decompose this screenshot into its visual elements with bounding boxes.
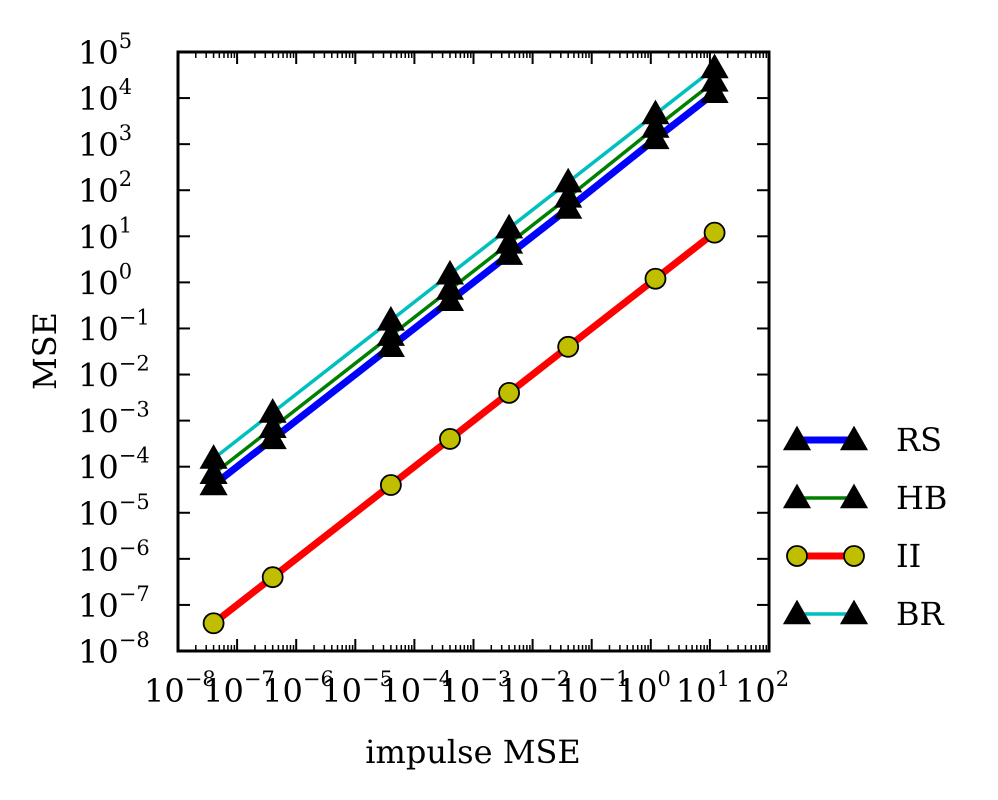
data-point-br — [641, 99, 670, 125]
series-markers — [199, 53, 729, 635]
y-tick-label: 102 — [78, 167, 132, 210]
data-point-hb — [495, 229, 524, 254]
legend-marker — [782, 599, 812, 625]
series-line-hb — [212, 80, 716, 476]
x-tick-label: 10−4 — [380, 667, 452, 710]
plot-area-frame — [176, 50, 771, 653]
plot-series — [199, 53, 729, 635]
legend-marker — [839, 599, 869, 625]
x-tick-label: 10−2 — [499, 667, 571, 710]
data-point-br — [554, 167, 583, 193]
y-tick-label: 103 — [78, 121, 132, 164]
legend-item-hb: HB — [782, 479, 947, 517]
y-tick-label: 10−1 — [78, 305, 150, 348]
legend-label: RS — [896, 421, 942, 459]
legend-item-rs: RS — [782, 421, 942, 459]
legend-label: II — [896, 537, 921, 575]
data-point-br — [495, 213, 524, 239]
series-line-ii — [211, 229, 717, 627]
y-tick-label: 100 — [78, 259, 132, 302]
data-point-hb — [700, 67, 729, 92]
y-tick-label: 10−4 — [78, 444, 150, 487]
x-tick-label: 10−1 — [558, 667, 630, 710]
y-tick-labels: 10−810−710−610−510−410−310−210−110010110… — [78, 29, 150, 671]
data-point-hb — [435, 275, 465, 300]
x-tick-label: 10−8 — [144, 667, 216, 710]
legend-label: BR — [896, 595, 945, 633]
y-axis-label: MSE — [26, 312, 64, 390]
y-tick-label: 104 — [78, 75, 132, 118]
legend-marker — [782, 483, 812, 509]
series-line-rs — [211, 90, 717, 488]
legend-marker — [843, 545, 865, 567]
data-point-br — [700, 53, 729, 79]
legend-marker — [839, 425, 869, 451]
legend-label: HB — [896, 479, 947, 517]
y-tick-label: 105 — [78, 29, 132, 72]
data-point-ii — [379, 474, 402, 496]
x-tick-label: 10−6 — [262, 667, 334, 710]
x-axis-label: impulse MSE — [365, 733, 580, 771]
data-point-hb — [641, 113, 670, 138]
legend-marker — [782, 425, 812, 451]
data-point-ii — [703, 221, 726, 244]
y-tick-label: 10−6 — [78, 536, 150, 579]
x-tick-label: 10−7 — [203, 667, 275, 710]
x-tick-label: 10−5 — [321, 667, 393, 710]
data-point-hb — [554, 182, 583, 208]
data-point-ii — [557, 335, 580, 358]
data-point-ii — [261, 566, 284, 589]
series-lines — [211, 66, 717, 627]
data-point-hb — [258, 413, 287, 438]
x-tick-label: 101 — [676, 667, 730, 710]
data-point-ii — [644, 267, 667, 290]
legend-marker — [839, 483, 869, 509]
y-tick-label: 10−3 — [78, 398, 150, 441]
data-point-hb — [199, 459, 228, 485]
data-point-br — [435, 259, 465, 285]
data-point-br — [199, 444, 228, 469]
data-point-br — [258, 398, 287, 423]
y-tick-label: 10−8 — [78, 628, 150, 671]
legend-item-br: BR — [782, 595, 945, 633]
data-point-hb — [376, 321, 405, 346]
data-point-ii — [202, 612, 225, 635]
y-tick-label: 101 — [78, 213, 132, 256]
data-point-ii — [439, 428, 461, 450]
legend-item-ii: II — [786, 537, 921, 575]
legend: RS HB II BR — [782, 421, 947, 633]
data-point-ii — [498, 381, 520, 404]
data-point-br — [376, 305, 405, 331]
series-line-br — [212, 66, 716, 460]
axis-ticks — [177, 51, 770, 652]
y-tick-label: 10−2 — [78, 352, 150, 395]
x-tick-label: 10−3 — [440, 667, 512, 710]
y-tick-label: 10−5 — [78, 490, 150, 533]
x-tick-label: 100 — [617, 667, 671, 710]
y-tick-label: 10−7 — [78, 582, 150, 625]
legend-marker — [786, 545, 808, 567]
x-tick-label: 102 — [735, 667, 789, 710]
